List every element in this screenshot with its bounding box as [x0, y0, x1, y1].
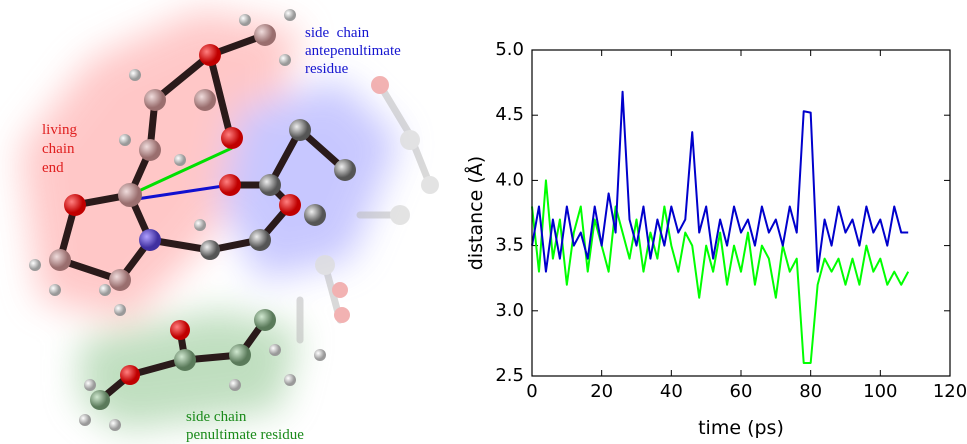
penultimate-label: side chain penultimate residue	[186, 409, 304, 443]
data-line	[531, 179, 910, 364]
x-tick-label: 0	[526, 381, 537, 402]
molecule-label-line: antepenultimate	[305, 43, 401, 59]
y-tick-label: 3.0	[495, 300, 524, 321]
molecule-label-line: living	[42, 122, 78, 138]
x-axis-label: time (ps)	[698, 417, 784, 439]
x-tick-label: 80	[799, 381, 822, 402]
molecule-label-line: residue	[305, 61, 349, 77]
molecule-illustration: living chain end side chain antepenultim…	[20, 9, 439, 443]
x-tick-label: 100	[863, 381, 897, 402]
molecule-label-line: side chain	[186, 409, 247, 425]
x-tick-label: 20	[590, 381, 613, 402]
molecule-label-line: chain	[42, 141, 75, 157]
chart: 2.5 3.0 3.5 4.0 4.5 5.0 0 20 40 60 80 100 120 time (p…	[464, 39, 967, 439]
y-axis-label: distance (Å)	[464, 156, 487, 270]
molecule-label-line: penultimate residue	[186, 427, 304, 443]
y-tick-label: 3.5	[495, 235, 524, 256]
molecule-label-line: end	[42, 160, 64, 176]
molecule-label-line: side chain	[305, 25, 370, 41]
data-line	[531, 90, 909, 273]
plot-frame	[531, 49, 951, 377]
y-tick-label: 5.0	[495, 39, 524, 60]
antepenultimate-label: side chain antepenultimate residue	[305, 25, 401, 77]
y-tick-label: 4.5	[495, 104, 524, 125]
living-chain-end-label: living chain end	[42, 122, 78, 176]
y-tick-label: 4.0	[495, 169, 524, 190]
y-tick-label: 2.5	[495, 365, 524, 386]
x-tick-label: 60	[730, 381, 753, 402]
x-tick-label: 40	[660, 381, 683, 402]
x-tick-label: 120	[933, 381, 967, 402]
